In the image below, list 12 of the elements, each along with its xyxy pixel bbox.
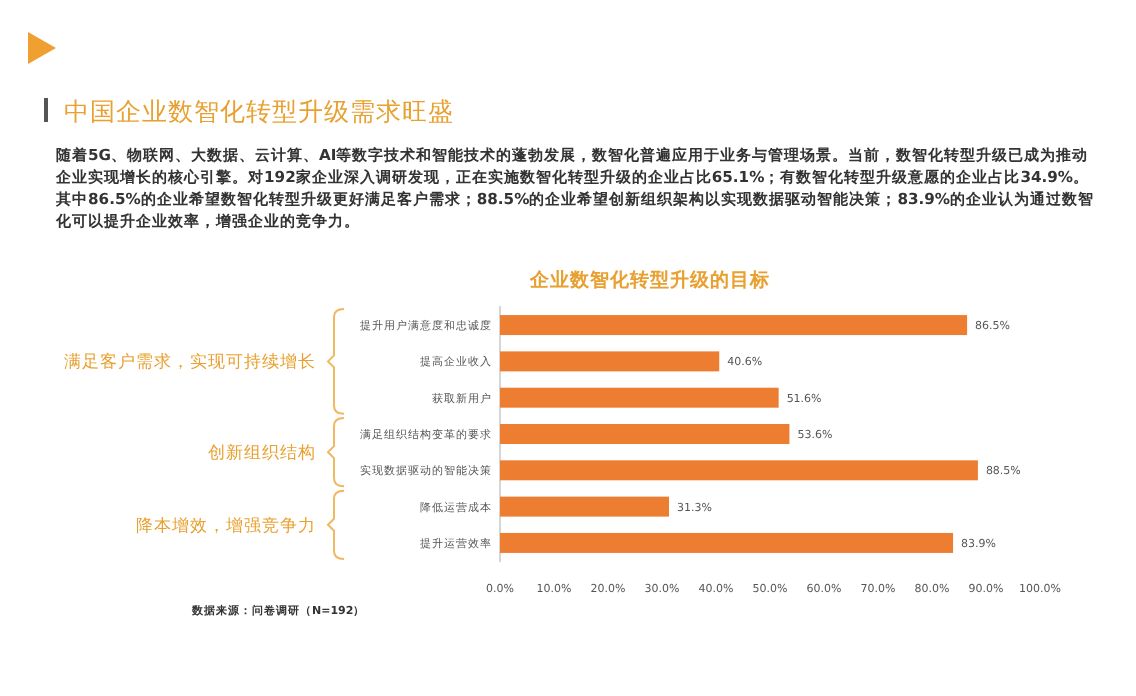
text: 降本增效，增强竞争力 [136,514,316,537]
text: 中国企业数智化转型升级需求旺盛 [64,96,454,126]
bar [500,460,978,481]
bar [500,351,720,372]
bar [500,315,968,336]
text: 满足客户需求，实现可持续增长 [64,351,316,374]
bar [500,387,779,408]
bar [500,496,670,517]
text: 创新组织结构 [208,442,316,465]
bar [500,424,790,444]
bar [500,532,954,553]
chart-subtitle: 企业数智化转型升级的目标 [528,268,770,292]
